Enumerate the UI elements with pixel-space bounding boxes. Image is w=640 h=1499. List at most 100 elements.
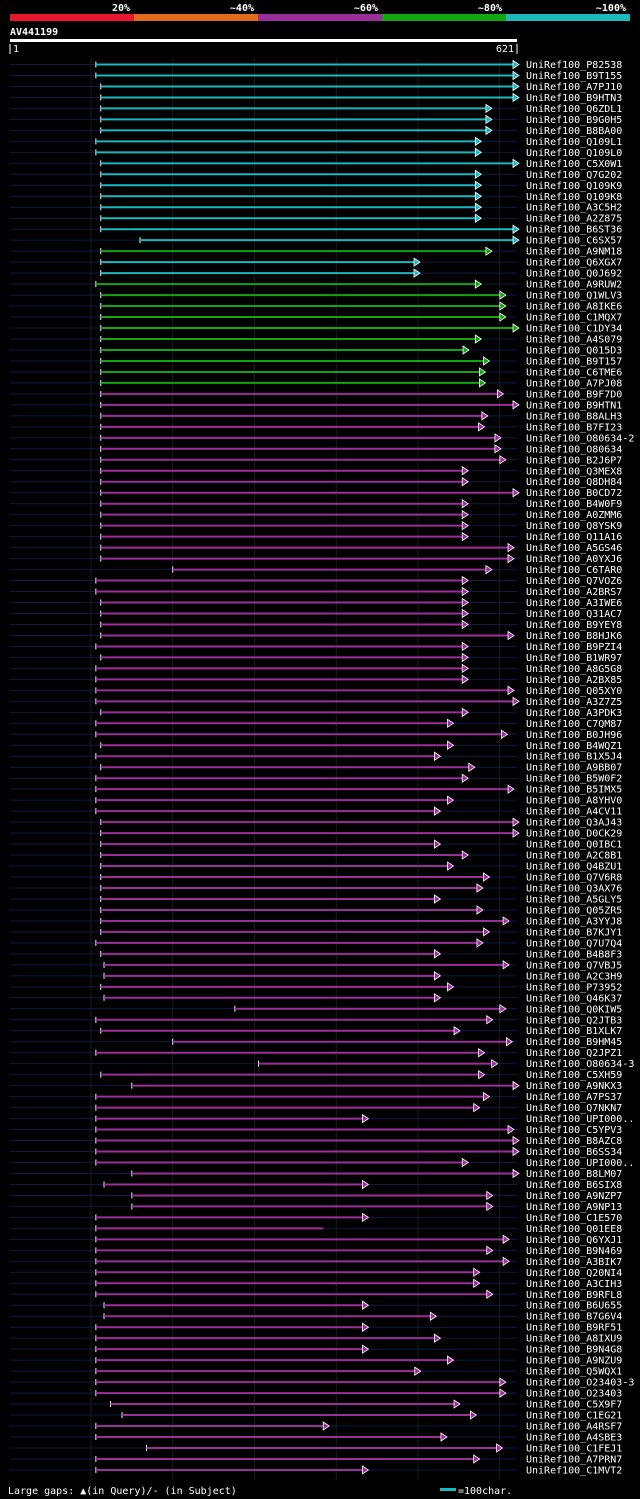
hit-label[interactable]: UniRef100_B9PZI4 <box>526 642 622 653</box>
hit-label[interactable]: UniRef100_B1WR97 <box>526 653 622 664</box>
hit-row[interactable]: UniRef100_C7QM87 <box>10 718 622 730</box>
hit-label[interactable]: UniRef100_O80634-2 <box>526 433 634 444</box>
hit-label[interactable]: UniRef100_A0YXJ6 <box>526 554 622 565</box>
hit-row[interactable]: UniRef100_O23403-3 <box>10 1377 634 1389</box>
hit-row[interactable]: UniRef100_A0YXJ6 <box>10 553 622 565</box>
hit-row[interactable]: UniRef100_Q6ZDL1 <box>10 103 622 115</box>
hit-label[interactable]: UniRef100_A3C5H2 <box>526 203 622 214</box>
hit-label[interactable]: UniRef100_Q6ZDL1 <box>526 104 622 115</box>
hit-label[interactable]: UniRef100_A2BRS7 <box>526 587 622 598</box>
hit-row[interactable]: UniRef100_C1DY34 <box>10 323 622 335</box>
hit-label[interactable]: UniRef100_Q6YXJ1 <box>526 1235 622 1246</box>
hit-label[interactable]: UniRef100_C6SX57 <box>526 236 622 247</box>
hit-row[interactable]: UniRef100_B9N469 <box>10 1245 622 1257</box>
hit-label[interactable]: UniRef100_Q1WLV3 <box>526 291 622 302</box>
hit-label[interactable]: UniRef100_B5IMX5 <box>526 785 622 796</box>
hit-row[interactable]: UniRef100_B7FI23 <box>10 422 622 433</box>
hit-label[interactable]: UniRef100_A9RUW2 <box>526 280 622 291</box>
hit-label[interactable]: UniRef100_B6SS34 <box>526 1147 622 1158</box>
hit-row[interactable]: UniRef100_A9NP13 <box>10 1201 622 1213</box>
hit-label[interactable]: UniRef100_Q7NKN7 <box>526 1103 622 1114</box>
hit-label[interactable]: UniRef100_B2J6P7 <box>526 455 622 466</box>
hit-row[interactable]: UniRef100_B6U655 <box>10 1300 622 1312</box>
hit-label[interactable]: UniRef100_C7QM87 <box>526 719 622 730</box>
hit-row[interactable]: UniRef100_A9NM18 <box>10 246 622 258</box>
hit-label[interactable]: UniRef100_A7PS37 <box>526 1092 622 1103</box>
hit-label[interactable]: UniRef100_A3BIK7 <box>526 1257 622 1268</box>
hit-row[interactable]: UniRef100_Q31AC7 <box>10 608 622 620</box>
hit-label[interactable]: UniRef100_Q46K37 <box>526 993 622 1004</box>
hit-row[interactable]: UniRef100_B6ST36 <box>10 224 622 236</box>
hit-label[interactable]: UniRef100_A8IKE6 <box>526 302 622 313</box>
hit-row[interactable]: UniRef100_O80634-2 <box>10 433 634 444</box>
hit-row[interactable]: UniRef100_Q015D3 <box>10 345 622 356</box>
hit-label[interactable]: UniRef100_C5YPV3 <box>526 1125 622 1136</box>
hit-label[interactable]: UniRef100_Q109L1 <box>526 137 622 148</box>
hit-label[interactable]: UniRef100_Q3AX76 <box>526 884 622 895</box>
hit-label[interactable]: UniRef100_Q05XY0 <box>526 686 622 697</box>
hit-label[interactable]: UniRef100_B1XLK7 <box>526 1026 622 1037</box>
hit-row[interactable]: UniRef100_A9NZP7 <box>10 1190 622 1202</box>
hit-label[interactable]: UniRef100_Q7VBJ5 <box>526 960 622 971</box>
hit-row[interactable]: UniRef100_Q0KIW5 <box>10 1004 622 1015</box>
hit-label[interactable]: UniRef100_O23403 <box>526 1389 622 1400</box>
hit-label[interactable]: UniRef100_B9N4G8 <box>526 1345 622 1356</box>
hit-row[interactable]: UniRef100_A2C3H9 <box>10 971 622 982</box>
hit-row[interactable]: UniRef100_C1MVT2 <box>10 1465 622 1476</box>
hit-row[interactable]: UniRef100_B0CD72 <box>10 487 622 499</box>
hit-row[interactable]: UniRef100_C5X9F7 <box>10 1399 622 1411</box>
hit-row[interactable]: UniRef100_A3PDK3 <box>10 707 622 719</box>
hit-label[interactable]: UniRef100_C6TME6 <box>526 367 622 378</box>
hit-label[interactable]: UniRef100_Q7G202 <box>526 170 622 181</box>
hit-label[interactable]: UniRef100_C1E570 <box>526 1213 622 1224</box>
hit-label[interactable]: UniRef100_B5W0F2 <box>526 774 622 785</box>
hit-label[interactable]: UniRef100_Q3AJ43 <box>526 818 622 829</box>
hit-label[interactable]: UniRef100_P73952 <box>526 982 622 993</box>
hit-row[interactable]: UniRef100_B8AZC8 <box>10 1135 622 1147</box>
hit-label[interactable]: UniRef100_A3IWE6 <box>526 598 622 609</box>
hit-row[interactable]: UniRef100_P82538 <box>10 59 622 71</box>
hit-row[interactable]: UniRef100_B7KJY1 <box>10 927 622 938</box>
hit-label[interactable]: UniRef100_B9HM45 <box>526 1037 622 1048</box>
hit-label[interactable]: UniRef100_A9NKX3 <box>526 1081 622 1092</box>
hit-row[interactable]: UniRef100_B7G6V4 <box>10 1311 622 1323</box>
hit-row[interactable]: UniRef100_O23403 <box>10 1388 622 1400</box>
hit-label[interactable]: UniRef100_B6U655 <box>526 1301 622 1312</box>
hit-label[interactable]: UniRef100_A7PJ10 <box>526 82 622 93</box>
hit-label[interactable]: UniRef100_A5GS46 <box>526 543 622 554</box>
hit-label[interactable]: UniRef100_B4WQZ1 <box>526 741 622 752</box>
hit-label[interactable]: UniRef100_A9NZU9 <box>526 1356 622 1367</box>
hit-row[interactable]: UniRef100_Q5WQX1 <box>10 1366 622 1378</box>
hit-row[interactable]: UniRef100_A0ZMM6 <box>10 509 622 521</box>
hit-row[interactable]: UniRef100_C6SX57 <box>10 235 622 247</box>
hit-row[interactable]: UniRef100_O80634 <box>10 444 622 455</box>
hit-row[interactable]: UniRef100_B6SIX8 <box>10 1179 622 1191</box>
hit-row[interactable]: UniRef100_UPI000.. <box>10 1157 634 1169</box>
hit-label[interactable]: UniRef100_O80634-3 <box>526 1059 634 1070</box>
hit-row[interactable]: UniRef100_B9RFL8 <box>10 1289 622 1301</box>
hit-label[interactable]: UniRef100_A4RSF7 <box>526 1422 622 1433</box>
hit-label[interactable]: UniRef100_B9HTN3 <box>526 93 622 104</box>
hit-label[interactable]: UniRef100_B9RFL8 <box>526 1290 622 1301</box>
hit-label[interactable]: UniRef100_A2C3H9 <box>526 971 622 982</box>
hit-row[interactable]: UniRef100_Q4BZU1 <box>10 861 622 873</box>
hit-row[interactable]: UniRef100_Q0IBC1 <box>10 839 622 851</box>
hit-row[interactable]: UniRef100_A8G5G8 <box>10 663 622 675</box>
hit-row[interactable]: UniRef100_B4W0F9 <box>10 498 622 510</box>
hit-row[interactable]: UniRef100_D0CK29 <box>10 828 622 840</box>
hit-label[interactable]: UniRef100_A3Z7Z5 <box>526 697 622 708</box>
hit-label[interactable]: UniRef100_A4CV11 <box>526 807 622 818</box>
hit-label[interactable]: UniRef100_Q6XGX7 <box>526 258 622 269</box>
hit-row[interactable]: UniRef100_B6SS34 <box>10 1146 622 1158</box>
hit-row[interactable]: UniRef100_B9F7D0 <box>10 389 622 400</box>
hit-row[interactable]: UniRef100_C5YPV3 <box>10 1124 622 1136</box>
hit-label[interactable]: UniRef100_Q31AC7 <box>526 609 622 620</box>
hit-row[interactable]: UniRef100_Q7U7Q4 <box>10 938 622 949</box>
hit-label[interactable]: UniRef100_A7PJ08 <box>526 378 622 389</box>
hit-row[interactable]: UniRef100_A8IXU9 <box>10 1333 622 1345</box>
hit-row[interactable]: UniRef100_C6TME6 <box>10 367 622 378</box>
hit-row[interactable]: UniRef100_Q6XGX7 <box>10 257 622 269</box>
hit-row[interactable]: UniRef100_A3BIK7 <box>10 1256 622 1268</box>
hit-row[interactable]: UniRef100_B5IMX5 <box>10 784 622 796</box>
hit-label[interactable]: UniRef100_B9T157 <box>526 356 622 367</box>
